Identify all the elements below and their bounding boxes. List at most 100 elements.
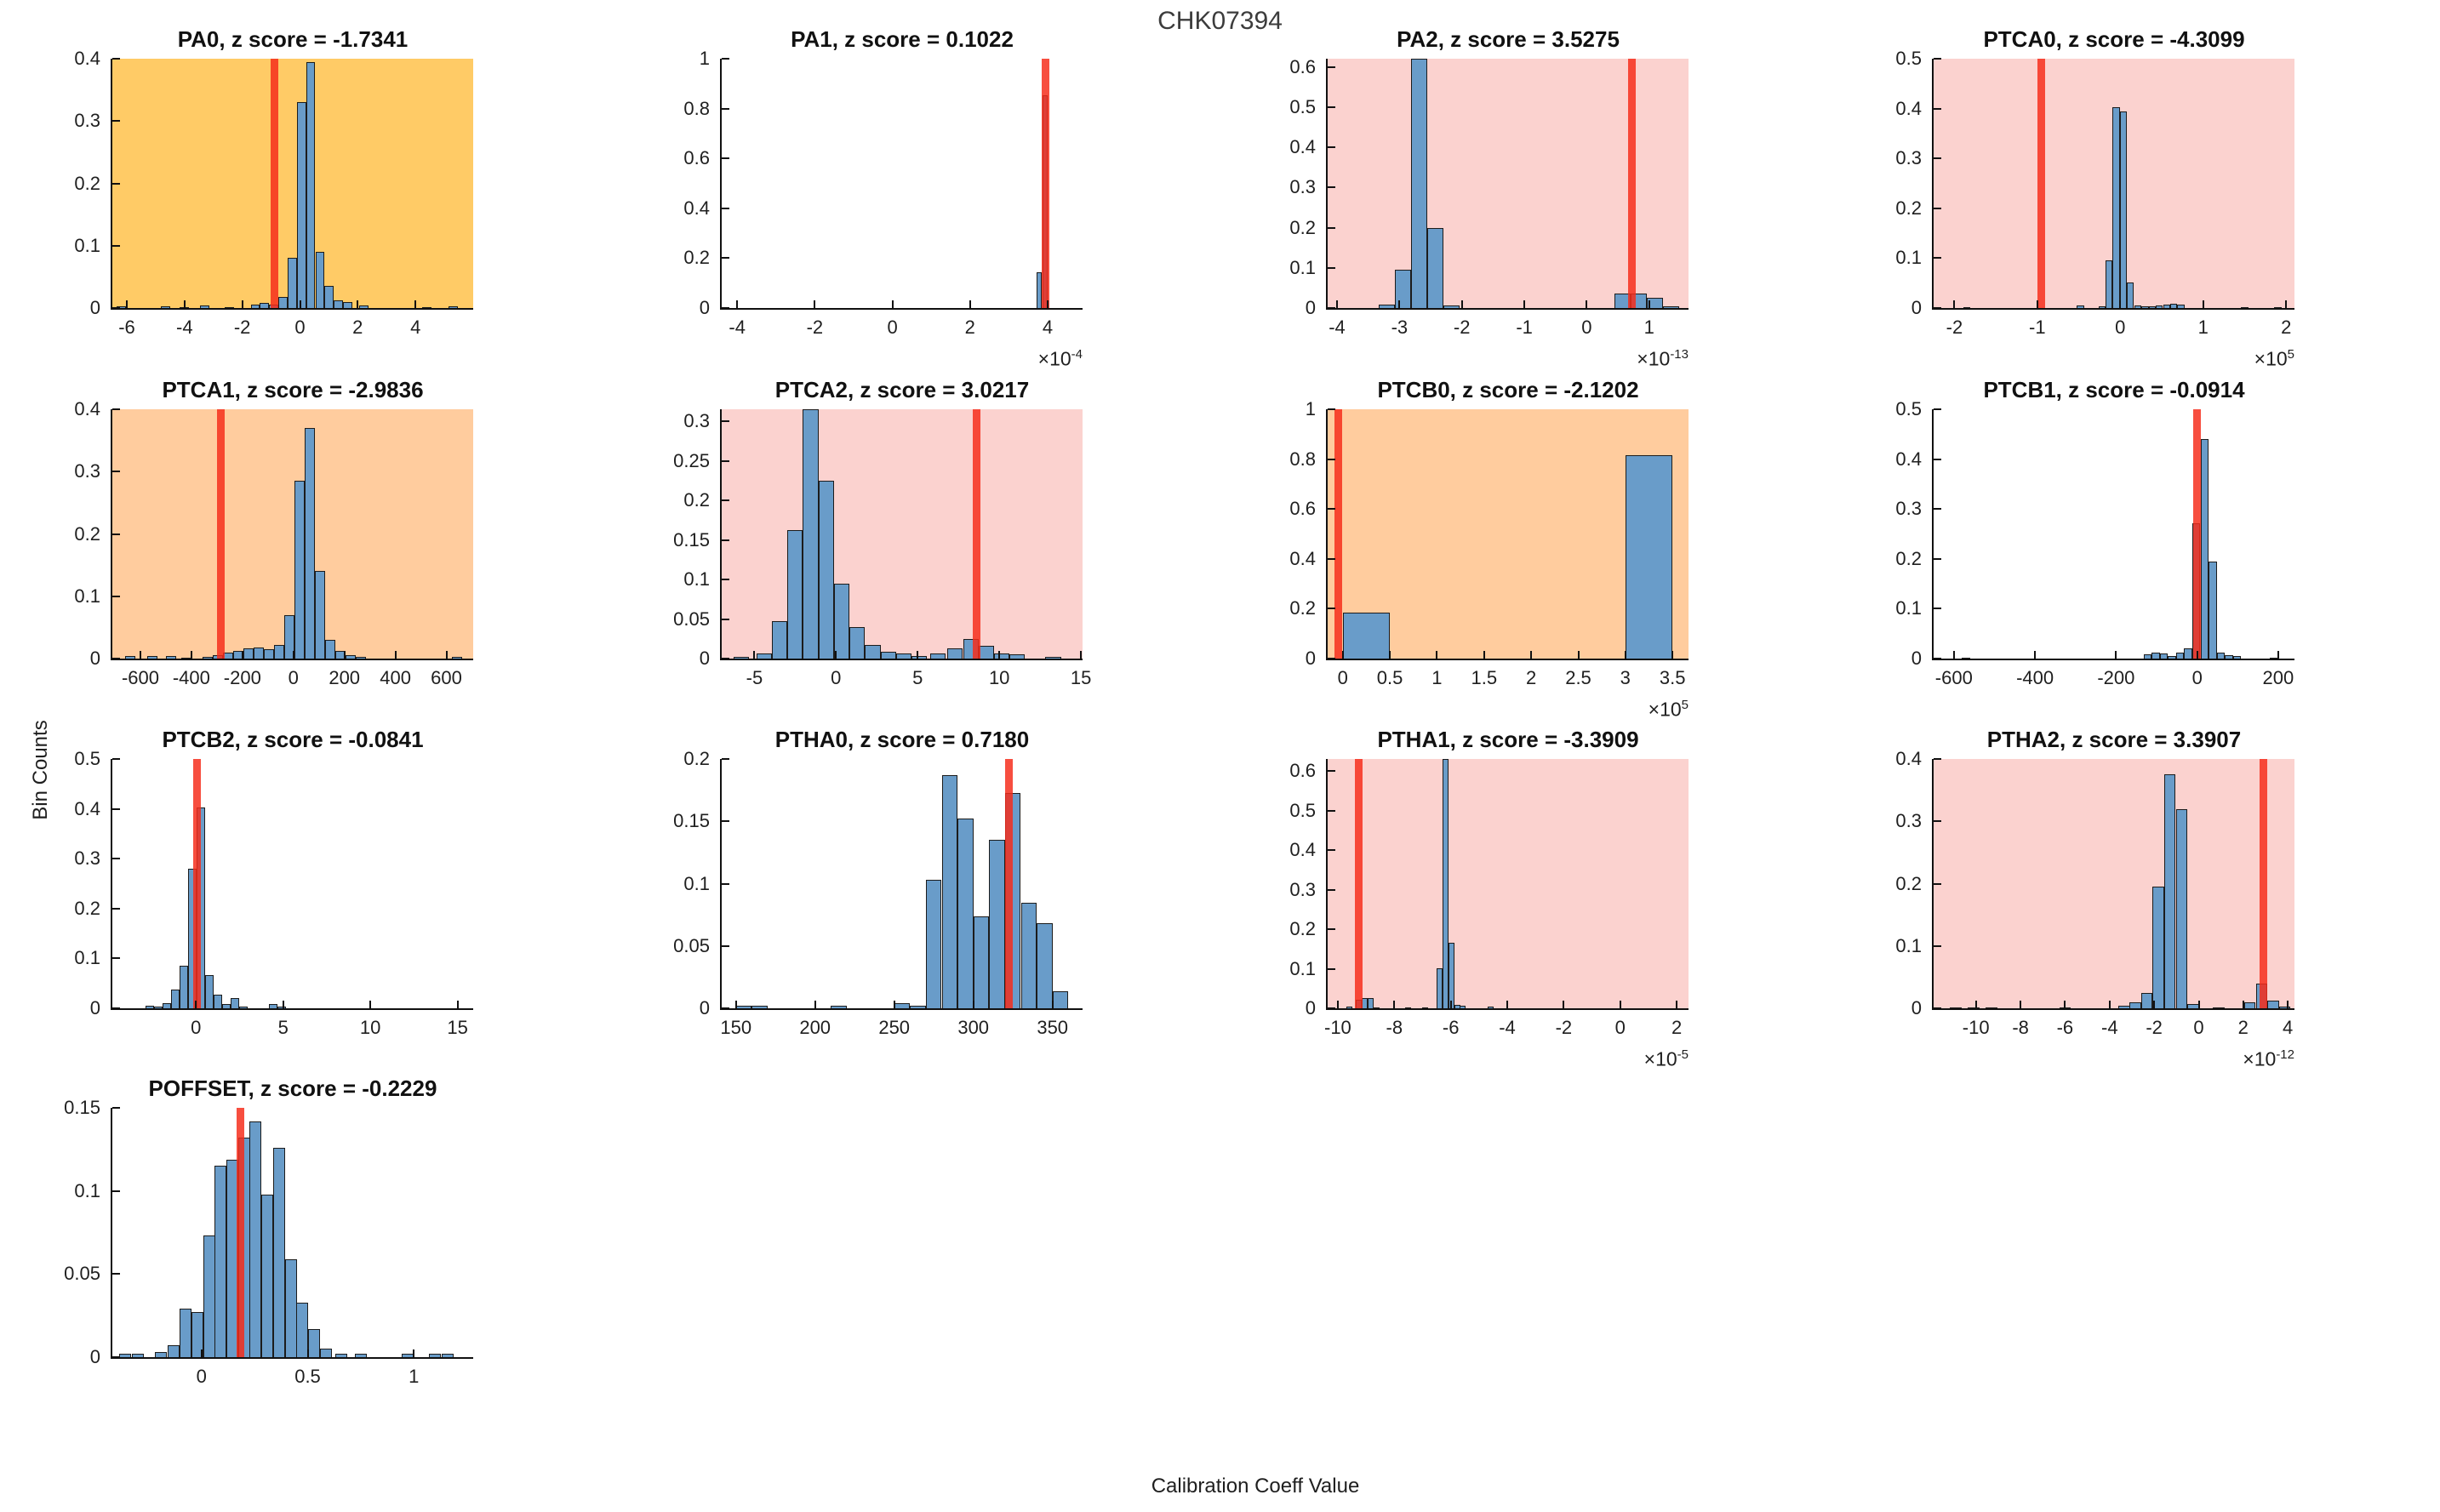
y-axis-spine [720,59,722,310]
y-tick-mark [1934,944,1941,947]
x-tick-mark [343,651,346,659]
x-scale-prefix: ×10 [1643,1047,1677,1070]
histogram-bar [2216,653,2225,659]
x-tick-mark [2153,1001,2156,1008]
y-tick-label: 0 [89,997,100,1018]
x-tick-label: 2 [1525,667,1537,688]
histogram-bar [249,1121,262,1357]
histogram-bar [2209,561,2217,659]
measured-value-line [2259,759,2267,1008]
y-tick-mark [1328,967,1335,970]
histogram-bar [1448,943,1454,1008]
y-tick-label: 0.6 [683,147,710,169]
histogram-bar [849,626,866,659]
histogram-bar [422,306,432,308]
x-tick-label: 200 [2262,667,2294,688]
x-tick-mark [299,300,301,308]
x-tick-label: 0 [1337,667,1348,688]
x-tick-label: -10 [1962,1017,1990,1038]
subplot-title: PTCA1, z score = -2.9836 [162,377,424,402]
histogram-bar [733,657,750,659]
x-tick-label: 0 [196,1366,207,1387]
y-tick-label: 0.1 [74,1179,100,1201]
y-tick-label: 0.5 [74,748,100,769]
x-tick-mark [893,1001,895,1008]
y-tick-label: 0 [699,997,710,1018]
y-tick-label: 0.6 [1289,760,1316,781]
y-tick-label: 0.4 [1895,748,1922,769]
subplot-title: PA1, z score = 0.1022 [791,26,1014,52]
histogram-bar [146,1005,154,1008]
histogram-bar [119,1354,131,1357]
y-tick-mark [112,408,120,410]
subplot-PA1: PA1, z score = 0.1022 0 0.2 0.4 0.6 0.8 1 -4 -2 0… [683,26,1083,370]
histogram-bar [1487,1007,1494,1008]
histogram-bar [2175,808,2188,1008]
subplot-PTHA1: PTHA1, z score = -3.3909 0 0.1 0.2 0.3 0.4 0.5… [1289,727,1689,1070]
y-tick-mark [722,579,729,580]
y-tick-label: 0.2 [1289,216,1316,238]
y-tick-label: 1 [699,48,710,69]
y-axis-spine [1932,409,1934,660]
y-tick-label: 0.4 [1289,839,1316,860]
x-tick-label: 1.5 [1471,667,1498,688]
x-tick-label: 0 [831,667,842,688]
histogram-bar [751,1006,768,1008]
y-tick-label: 0.3 [1289,176,1316,198]
x-tick-mark [445,651,448,659]
y-tick-mark [722,944,729,947]
histogram-bar [343,301,352,308]
subplot-title: PTCA2, z score = 3.0217 [774,377,1030,402]
x-tick-mark [241,300,243,308]
x-axis-spine [720,308,1083,310]
histogram-bar [1374,1007,1380,1008]
x-tick-mark [1671,651,1674,659]
y-tick-mark [722,882,729,885]
histogram-bar [202,656,213,659]
y-tick-label: 0.15 [64,1097,100,1118]
histogram-bar [146,656,157,659]
y-tick-label: 0.8 [683,97,710,119]
x-tick-mark [1393,1001,1396,1008]
subplot-PTCB1: PTCB1, z score = -0.0914 0 0.1 0.2 0.3 0.4 0.5… [1895,377,2294,688]
x-tick-mark [2242,1001,2244,1008]
x-tick-label: 0.5 [1376,667,1403,688]
x-tick-label: 0 [887,317,898,338]
histogram-bar [2112,107,2120,308]
subplot-title: PTHA0, z score = 0.7180 [774,727,1030,752]
histogram-bar [131,1354,144,1357]
y-axis-spine [1932,759,1934,1010]
y-tick-mark [722,539,729,541]
x-tick-label: 5 [912,667,923,688]
y-axis-spine [720,409,722,660]
x-scale-prefix: ×10 [2243,1047,2277,1070]
y-tick-mark [1328,458,1335,460]
y-tick-label: 0.4 [683,197,710,219]
x-tick-label: -1 [1516,317,1533,338]
histogram-bar [171,989,180,1008]
x-tick-mark [2287,1001,2289,1008]
y-tick-mark [1328,557,1335,560]
histogram-bar [930,653,946,659]
histogram-bar [2278,1006,2291,1008]
histogram-bar [925,880,942,1008]
histogram-bar [1662,305,1679,308]
x-tick-label: -2 [1555,1017,1573,1038]
x-tick-mark [1080,651,1083,659]
x-tick-mark [835,651,837,659]
histogram-bar [2175,653,2185,659]
x-tick-mark [1619,1001,1621,1008]
x-tick-label: 1 [1643,317,1654,338]
y-tick-mark [1328,888,1335,891]
x-axis-spine [1326,308,1689,310]
y-tick-label: 0.2 [74,172,100,194]
y-tick-label: 0.1 [683,568,710,590]
x-tick-label: -400 [2016,667,2054,688]
x-scale-multiplier: ×105 [2124,347,2294,371]
x-tick-label: 15 [1070,667,1092,688]
histogram-bar [296,102,306,308]
x-tick-mark [1460,300,1463,308]
y-tick-mark [1328,266,1335,269]
y-tick-mark [112,907,120,910]
histogram-bar [315,252,325,308]
